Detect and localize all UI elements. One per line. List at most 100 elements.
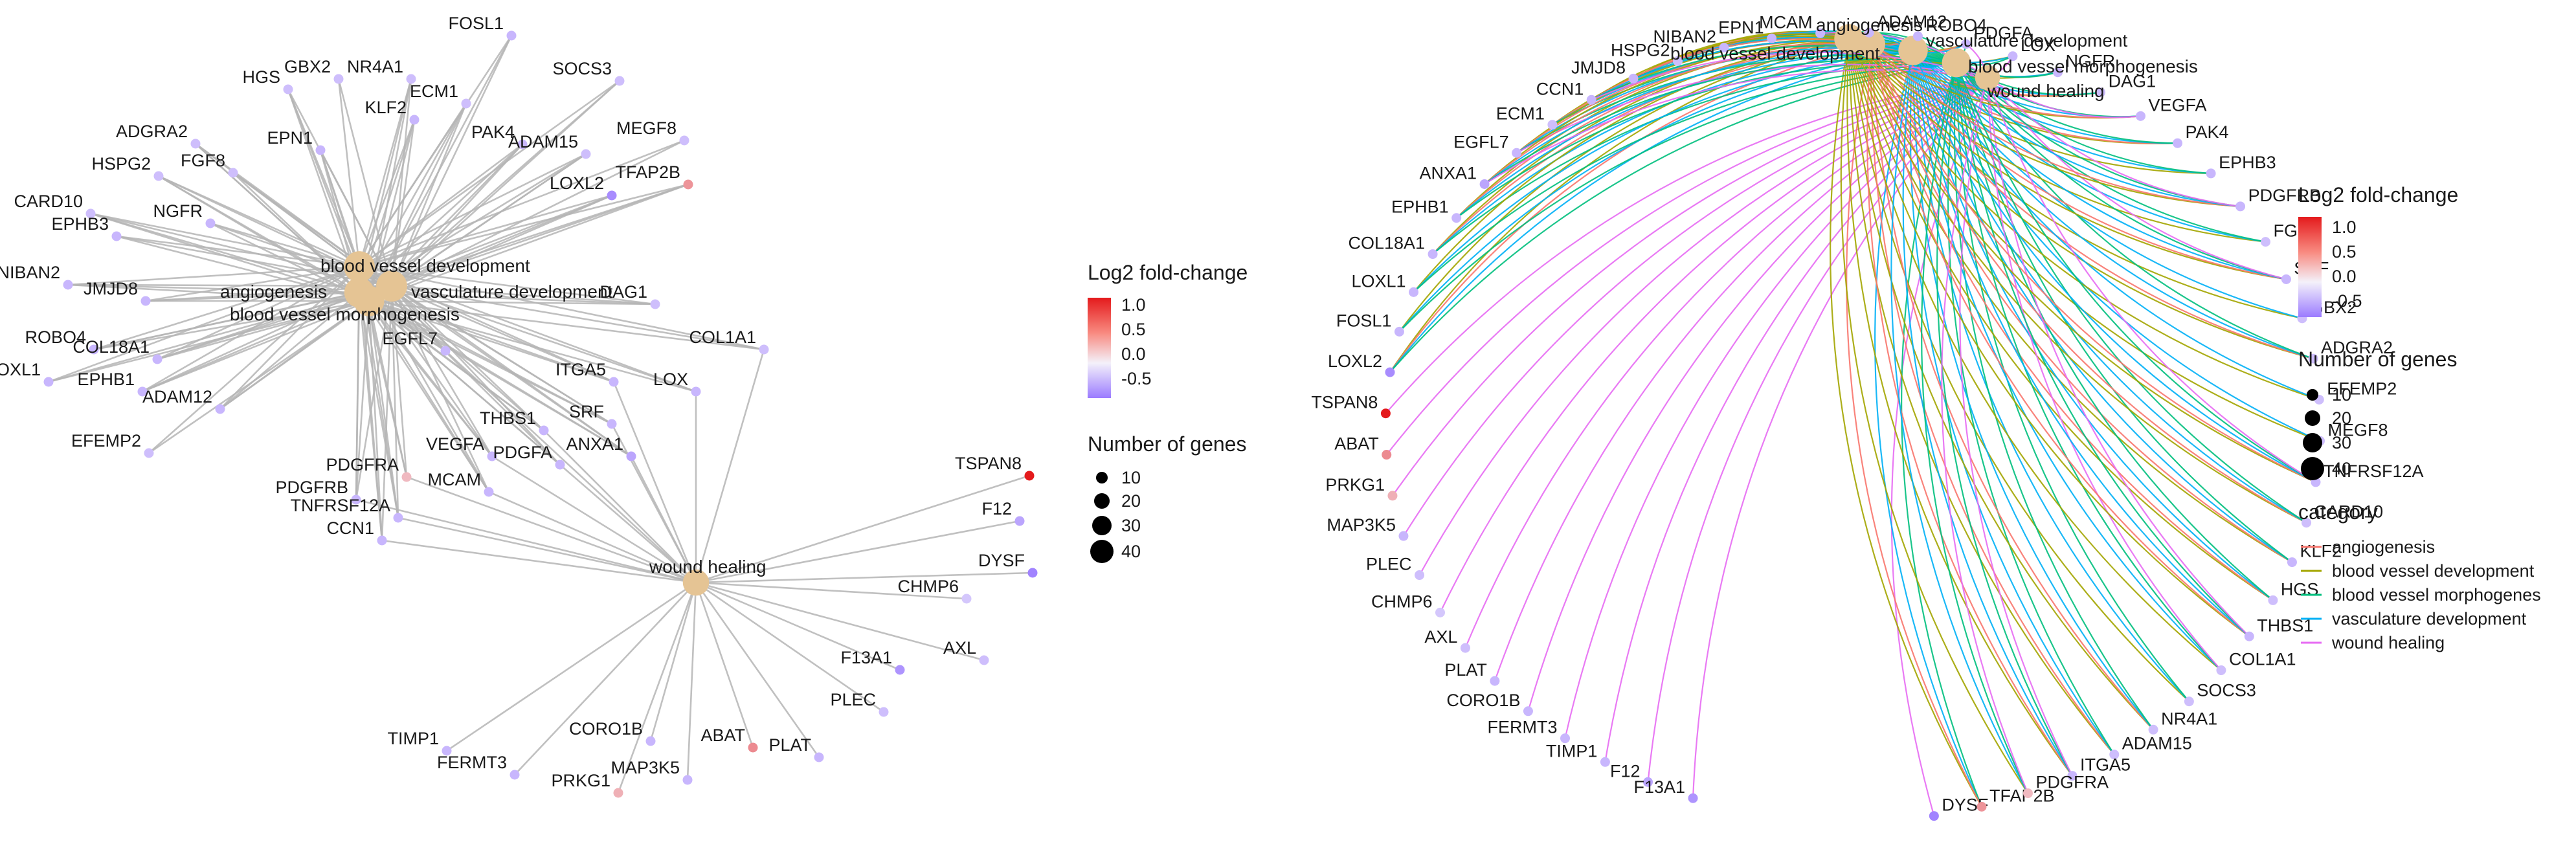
gene-node	[111, 231, 122, 241]
left-nodes: TSPAN8 F12 DYSF CHMP6 F13A1 AXL PLEC PLAT ABAT MA…	[0, 14, 1038, 798]
edge	[368, 300, 614, 383]
gene-node	[506, 30, 517, 41]
edge	[695, 582, 820, 758]
gene-label: TNFRSF12A	[2324, 461, 2424, 481]
gene-label: NGFR	[153, 201, 203, 221]
right-fc-tick: -0.5	[2332, 291, 2362, 311]
edge	[1959, 77, 2073, 777]
category-label: blood vessel morphogenesis	[230, 304, 460, 324]
edge	[1890, 50, 2029, 794]
edge	[1848, 38, 2303, 319]
gene-node	[1912, 31, 1923, 41]
gene-label: F12	[981, 499, 1012, 518]
gene-label: PLEC	[1366, 555, 1412, 574]
gene-node	[153, 171, 164, 181]
gene-label: EFEMP2	[2327, 379, 2397, 398]
edge	[1912, 50, 2222, 671]
edge	[1848, 38, 2293, 563]
gene-label: ROBO4	[25, 328, 86, 347]
gene-node	[1428, 249, 1438, 260]
gene-label: FERMT3	[1487, 718, 1557, 737]
edge	[358, 292, 399, 518]
edge	[368, 300, 490, 493]
category-node	[353, 285, 385, 316]
gene-label: EGFL7	[1453, 132, 1509, 151]
gene-node	[409, 115, 420, 125]
edge	[1909, 50, 2115, 755]
gene-node	[1451, 213, 1462, 223]
gene-label: ADGRA2	[116, 122, 188, 141]
edge	[559, 464, 697, 583]
gene-node	[283, 84, 293, 94]
gene-node	[679, 135, 689, 146]
gene-node	[1385, 367, 1395, 377]
edge	[359, 153, 587, 294]
gene-label: PDGFRB	[275, 478, 348, 497]
gene-node	[1673, 56, 1683, 66]
gene-label: CHMP6	[1371, 592, 1433, 611]
gene-label: COL1A1	[2229, 650, 2296, 669]
edge	[368, 78, 412, 302]
gene-label: LOXL1	[1351, 271, 1406, 291]
edge	[391, 285, 614, 383]
edge	[695, 581, 985, 661]
gene-label: CORO1B	[1446, 691, 1520, 710]
gene-node	[1387, 491, 1398, 501]
gene-label: JMJD8	[1571, 58, 1626, 77]
edge	[695, 581, 967, 600]
edge	[1912, 50, 2178, 144]
edge	[1848, 38, 2250, 638]
edge	[48, 265, 360, 383]
gene-label: HSPG2	[91, 154, 151, 173]
edge	[391, 285, 632, 458]
gene-node	[510, 770, 520, 780]
edge	[1912, 50, 2241, 207]
gene-label: AXL	[1424, 627, 1457, 647]
edge	[695, 581, 901, 671]
edge	[368, 300, 399, 518]
gene-node	[1490, 676, 1500, 686]
edge	[1848, 38, 2190, 702]
gene-label: EPHB1	[77, 370, 135, 389]
edge	[157, 265, 360, 361]
left-size-tick: 10	[1121, 468, 1141, 487]
edge	[90, 212, 360, 294]
right-fc-colorbar	[2298, 217, 2322, 317]
gene-node	[2216, 665, 2226, 676]
gene-label: KLF2	[2300, 542, 2342, 561]
gene-label: ROBO4	[1925, 16, 1987, 35]
gene-label: MEGF8	[2328, 420, 2388, 439]
gene-label: MAP3K5	[610, 758, 680, 777]
left-size-tick: 20	[1121, 491, 1141, 511]
gene-label: PRKG1	[551, 771, 610, 790]
gene-node	[440, 346, 451, 356]
gene-label: THBS1	[480, 408, 536, 428]
right-size-key-dot	[2307, 389, 2318, 401]
gene-node	[2244, 631, 2254, 641]
edge	[1516, 38, 1850, 154]
gene-node	[691, 386, 701, 397]
left-network-panel: TSPAN8 F12 DYSF CHMP6 F13A1 AXL PLEC PLAT ABAT MA…	[0, 14, 1038, 798]
gene-node	[609, 377, 619, 387]
edge	[617, 582, 697, 794]
category-label: blood vessel morphogenesis	[1968, 56, 2198, 76]
edge	[1912, 50, 2303, 319]
edge	[67, 265, 360, 286]
gene-label: SRF	[569, 402, 604, 421]
gene-label: VEGFA	[2149, 95, 2207, 115]
edge	[142, 291, 360, 393]
edge	[1484, 43, 1872, 185]
edge	[1848, 38, 2320, 401]
gene-node	[85, 208, 96, 219]
gene-label: MAP3K5	[1327, 515, 1396, 535]
edge	[1604, 77, 1988, 762]
gene-label: ABAT	[1334, 434, 1379, 454]
edge	[1912, 50, 2190, 702]
edge	[695, 520, 1020, 584]
edge	[1941, 77, 2029, 794]
edge	[695, 474, 1030, 584]
gene-node	[2184, 696, 2194, 707]
gene-label: AXL	[943, 638, 976, 658]
gene-label: ADAM15	[2122, 734, 2192, 753]
gene-node	[517, 139, 528, 150]
